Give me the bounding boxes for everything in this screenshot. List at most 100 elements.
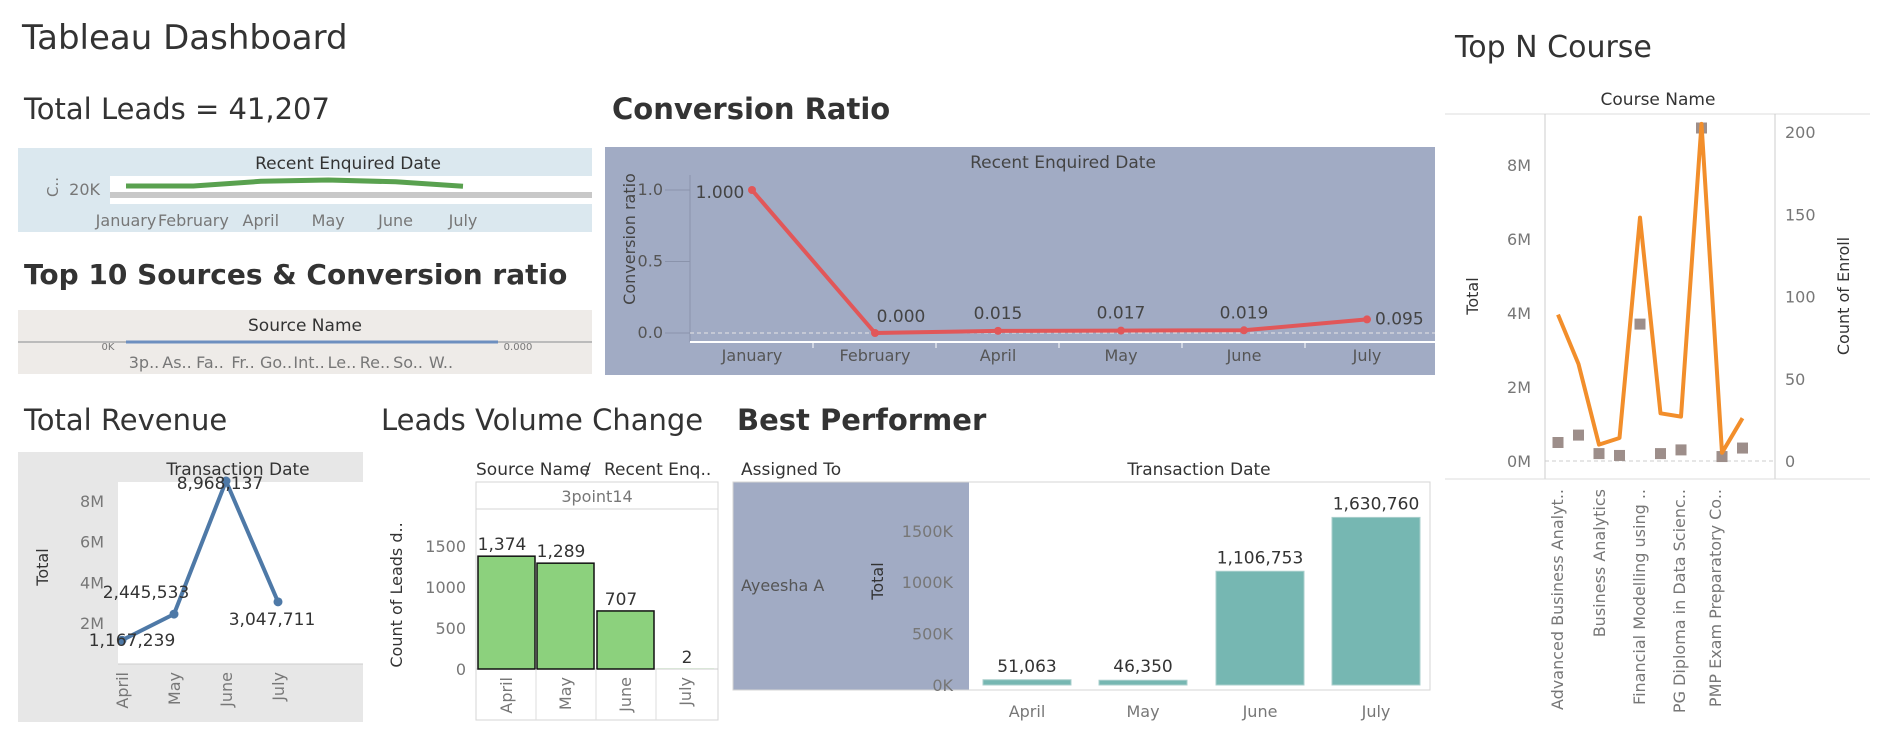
course-ylabel-left: Total (1463, 277, 1482, 315)
course-header: Course Name (1601, 90, 1716, 110)
course-right-tick: 100 (1785, 288, 1816, 307)
revenue-data-label: 1,167,239 (89, 631, 176, 651)
revenue-point[interactable] (221, 476, 231, 486)
course-x-label: Business Analytics (1590, 489, 1609, 637)
conversion-point[interactable] (748, 186, 756, 194)
best-performer-bar[interactable] (1098, 679, 1188, 686)
revenue-data-label: 2,445,533 (103, 583, 190, 603)
course-left-tick: 0M (1507, 452, 1531, 471)
best-performer-title: Best Performer (737, 403, 987, 437)
conversion-point[interactable] (1117, 326, 1125, 335)
conversion-x-label: January (721, 346, 783, 365)
top-sources-x-label: Fa.. (196, 353, 224, 372)
best-performer-y-tick: 500K (912, 625, 954, 644)
leads-volume-y-tick: 500 (435, 619, 466, 638)
course-total-square[interactable] (1655, 448, 1666, 460)
revenue-y-tick: 6M (80, 533, 104, 552)
conversion-point[interactable] (1240, 326, 1248, 335)
best-performer-bar[interactable] (982, 679, 1072, 686)
total-revenue-title: Total Revenue (24, 403, 228, 437)
leads-volume-pane-frame (475, 481, 719, 721)
leads-volume-ylabel: Count of Leads d.. (387, 522, 406, 667)
course-total-square[interactable] (1634, 318, 1646, 330)
course-enroll-line (1556, 121, 1745, 455)
revenue-point[interactable] (169, 609, 179, 619)
best-performer-bar[interactable] (1215, 570, 1305, 686)
best-performer-y-tick: 1000K (902, 573, 954, 592)
conversion-pane (605, 147, 1435, 375)
course-total-square[interactable] (1716, 451, 1728, 463)
conversion-data-label: 0.017 (1097, 304, 1146, 324)
leads-volume-data-label: 1,289 (537, 542, 586, 562)
conversion-x-label: July (1352, 346, 1382, 365)
leads-volume-bar[interactable] (477, 555, 536, 670)
revenue-ylabel: Total (33, 548, 52, 586)
conversion-data-label: 0.019 (1220, 303, 1269, 323)
conversion-point[interactable] (1363, 315, 1371, 324)
top-n-course-title: Top N Course (1455, 30, 1652, 65)
leads-volume-y-tick: 1000 (425, 578, 466, 597)
best-performer-row-value: Ayeesha A (741, 576, 824, 595)
course-right-tick: 50 (1785, 370, 1805, 389)
leads-volume-x-label: July (676, 677, 695, 707)
top-sources-x-label: 3p.. (129, 353, 160, 372)
leads-volume-header-b: Recent Enq.. (604, 460, 711, 480)
course-total-square[interactable] (1675, 444, 1687, 456)
top-sources-x-label: W.. (429, 353, 453, 372)
top-sources-right-hint: 0.000 (504, 342, 533, 353)
conversion-data-label: 0.015 (974, 304, 1023, 324)
top-n-course-chart[interactable]: Course Name Total Count of Enroll 8M 6M 4M… (1445, 84, 1875, 724)
conversion-chart[interactable]: Recent Enquired Date Conversion ratio 1.… (605, 147, 1435, 375)
conversion-line (750, 188, 1368, 335)
conversion-point[interactable] (871, 329, 879, 337)
best-performer-row-header: Assigned To (741, 460, 841, 480)
best-performer-ylabel: Total (868, 562, 887, 600)
course-total-square[interactable] (1573, 429, 1584, 441)
best-performer-col-header: Transaction Date (1126, 460, 1270, 480)
total-revenue-chart[interactable]: Transaction Date Total 8M 6M 4M 2M 1,167,23… (18, 452, 363, 722)
revenue-y-tick: 8M (80, 492, 104, 511)
top-sources-left-hint: 0K (102, 342, 115, 353)
leads-volume-x-label: May (556, 677, 575, 710)
top-sources-x-label: Go.. (260, 353, 292, 372)
course-total-square[interactable] (1614, 449, 1625, 461)
dashboard-title: Tableau Dashboard (22, 18, 348, 58)
course-ylabel-right: Count of Enroll (1834, 237, 1853, 355)
leads-volume-chart[interactable]: Source Name / Recent Enq.. 3point14 Coun… (380, 455, 720, 721)
top-sources-x-label: Fr.. (231, 353, 254, 372)
best-performer-x-label: May (1126, 702, 1159, 721)
conversion-x-label: May (1104, 346, 1137, 365)
revenue-header: Transaction Date (165, 460, 309, 480)
revenue-y-tick: 4M (80, 573, 104, 592)
conversion-data-label: 0.000 (877, 307, 926, 327)
top-sources-chart[interactable]: Source Name 0K 0.000 3p.. As.. Fa.. Fr.. Go.… (18, 310, 592, 374)
total-leads-row-band (18, 176, 110, 232)
leads-volume-x-label: April (497, 677, 516, 714)
course-total-square[interactable] (1737, 442, 1748, 454)
best-performer-chart[interactable]: Assigned To Transaction Date Ayeesha A T… (731, 455, 1431, 723)
top-sources-title: Top 10 Sources & Conversion ratio (24, 258, 568, 291)
total-leads-title: Total Leads = 41,207 (24, 92, 330, 126)
course-total-square[interactable] (1552, 437, 1564, 448)
revenue-data-label: 3,047,711 (229, 610, 316, 630)
total-leads-axis-band (110, 204, 592, 232)
best-performer-row-pane (733, 482, 969, 690)
course-left-tick: 6M (1507, 230, 1531, 249)
course-total-square[interactable] (1593, 448, 1605, 460)
leads-volume-bar[interactable] (596, 610, 655, 670)
revenue-x-label: June (217, 672, 236, 708)
total-leads-chart[interactable]: Recent Enquired Date C.. 20K January Febr… (18, 148, 592, 232)
leads-volume-bar[interactable] (536, 562, 595, 670)
leads-volume-pane-label: 3point14 (561, 487, 632, 506)
revenue-point[interactable] (273, 597, 283, 607)
revenue-xaxis-band (118, 664, 363, 722)
revenue-point[interactable] (117, 635, 127, 645)
conversion-point[interactable] (994, 326, 1002, 335)
best-performer-data-label: 51,063 (997, 657, 1056, 677)
best-performer-data-label: 46,350 (1113, 657, 1172, 677)
best-performer-bar[interactable] (1331, 516, 1421, 686)
conversion-y-tick: 1.0 (638, 180, 663, 199)
total-leads-line (126, 177, 464, 189)
top-sources-x-label: Re.. (360, 353, 390, 372)
revenue-header-band (18, 452, 363, 482)
